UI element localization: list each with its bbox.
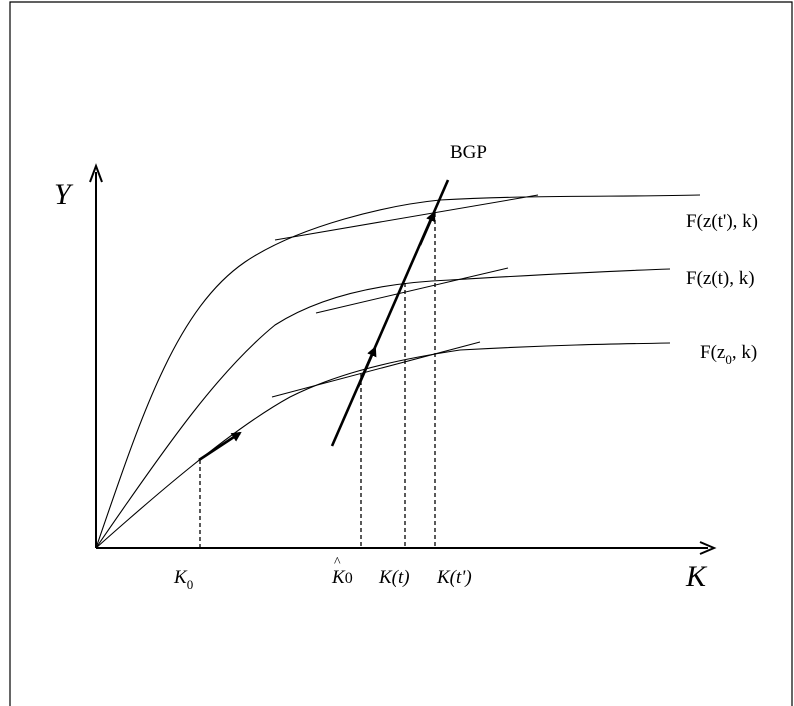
curve-mid-label: F(z(t), k) bbox=[686, 268, 755, 289]
curve-mid bbox=[95, 268, 671, 549]
tick-khat-main: K bbox=[331, 567, 346, 588]
curve-low bbox=[95, 342, 671, 549]
tick-k0-sub: 0 bbox=[187, 577, 194, 592]
tick-k0: K0 bbox=[173, 567, 193, 592]
x-axis-label: K bbox=[685, 560, 708, 593]
bgp-arrow-upper bbox=[418, 211, 436, 246]
tick-ktp: K(t') bbox=[436, 567, 472, 588]
tangent-top bbox=[274, 194, 539, 241]
bgp-label: BGP bbox=[450, 142, 487, 163]
curve-low-label-main: F(z bbox=[700, 342, 725, 363]
bgp-arrow-lower bbox=[356, 346, 377, 388]
tick-khat-sub: 0 bbox=[345, 570, 353, 587]
x-axis-arrow bbox=[699, 541, 717, 555]
transition-arrow bbox=[198, 431, 242, 462]
curve-low-label-sub: 0 bbox=[725, 352, 732, 367]
tangent-low bbox=[271, 341, 481, 398]
curve-low-label-end: , k) bbox=[732, 342, 757, 363]
curve-top bbox=[95, 194, 701, 549]
tick-khat: K0 bbox=[331, 567, 353, 588]
figure-border bbox=[9, 1, 793, 706]
curve-low-label: F(z0, k) bbox=[700, 342, 757, 367]
tick-k0-main: K bbox=[173, 567, 188, 588]
y-axis-arrow bbox=[89, 163, 103, 183]
tangent-mid bbox=[315, 267, 509, 314]
tick-khat-accent: ^ bbox=[334, 555, 341, 570]
y-axis-label: Y bbox=[54, 178, 74, 211]
curve-top-label: F(z(t'), k) bbox=[686, 211, 758, 232]
tick-kt: K(t) bbox=[378, 567, 410, 588]
